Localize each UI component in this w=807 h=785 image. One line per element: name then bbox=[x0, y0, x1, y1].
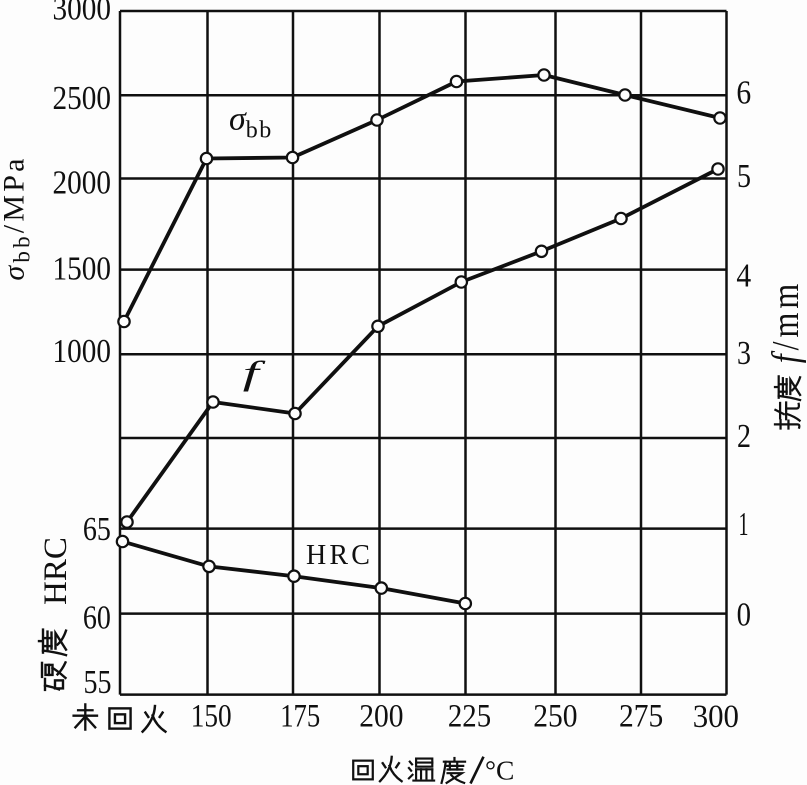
svg-text:2500: 2500 bbox=[53, 80, 112, 117]
svg-text:3000: 3000 bbox=[53, 0, 112, 28]
svg-text:200: 200 bbox=[359, 698, 403, 734]
svg-text:250: 250 bbox=[533, 699, 577, 735]
svg-text:σbb/MPa: σbb/MPa bbox=[0, 155, 35, 280]
svg-text:55: 55 bbox=[84, 664, 112, 701]
svg-text:300: 300 bbox=[693, 699, 739, 735]
svg-text:175: 175 bbox=[280, 699, 320, 735]
svg-text:2000: 2000 bbox=[53, 165, 112, 202]
svg-text:3: 3 bbox=[737, 335, 751, 372]
svg-text:5: 5 bbox=[737, 158, 751, 195]
svg-text:HRC: HRC bbox=[306, 540, 373, 571]
svg-text:4: 4 bbox=[736, 257, 751, 294]
svg-text:1: 1 bbox=[739, 506, 749, 543]
svg-text:f/mm: f/mm bbox=[764, 280, 806, 364]
svg-text:275: 275 bbox=[619, 699, 663, 735]
svg-text:150: 150 bbox=[191, 699, 232, 735]
svg-text:60: 60 bbox=[83, 600, 111, 637]
svg-text:HRC: HRC bbox=[38, 537, 74, 605]
svg-text:225: 225 bbox=[448, 699, 491, 735]
svg-text:1500: 1500 bbox=[53, 251, 112, 288]
svg-text:2: 2 bbox=[737, 418, 751, 455]
svg-text:1000: 1000 bbox=[53, 333, 112, 370]
svg-text:6: 6 bbox=[736, 75, 751, 112]
svg-text:0: 0 bbox=[737, 596, 751, 633]
svg-text:65: 65 bbox=[83, 511, 111, 548]
svg-text:°C: °C bbox=[485, 755, 514, 785]
